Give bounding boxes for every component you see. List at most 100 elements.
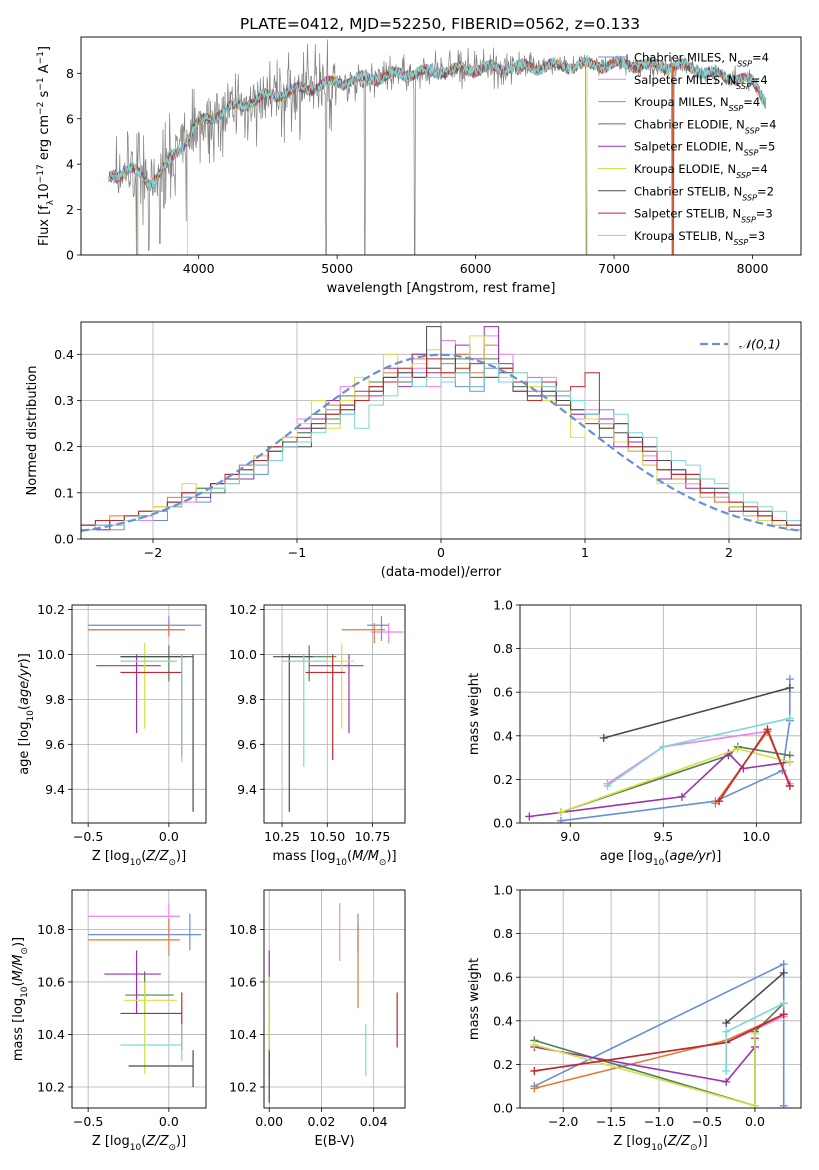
massweight-vs-Z-series-6: [725, 972, 785, 1024]
spectrum-model-line: [108, 55, 766, 192]
mass-vs-Z-xtick-label: −0.5: [73, 1114, 103, 1129]
mass-vs-Z-ylabel-part: M/M: [11, 955, 26, 982]
massweight-vs-age-series-5: [560, 748, 790, 813]
mass-vs-Z-ylabel: mass [log10(M/M⊙)]: [11, 937, 30, 1061]
age-vs-mass-xlabel-part: mass [log: [272, 849, 335, 864]
spectrum-ylabel-part: −17: [36, 164, 46, 183]
age-vs-mass-xlabel: mass [log10(M/M⊙)]: [272, 849, 396, 868]
mass-vs-EBV-xlabel: E(B-V): [314, 1134, 354, 1149]
age-vs-Z-xlabel-part: Z [log: [92, 849, 130, 864]
age-vs-Z-ylabel-part: (: [17, 705, 32, 710]
residuals-ytick-label: 0.4: [54, 347, 74, 362]
legend-label-part: Salpeter ELODIE, N: [634, 140, 744, 154]
spectrum-ticks: 4000 5000 6000 7000 8000 0 2 4 6 8: [66, 66, 768, 276]
massweight-vs-age-marker: [785, 757, 794, 766]
legend-label-sub: SSP: [737, 59, 752, 68]
legend-label-sub: SSP: [741, 215, 756, 224]
legend-label-part: Chabrier MILES, N: [634, 51, 737, 65]
residuals-ytick-label: 0.2: [54, 439, 74, 454]
massweight-vs-age-xlabel-part: age/yr: [669, 849, 712, 864]
spectrum-ylabel-part: −1: [36, 51, 46, 64]
massweight-vs-age-xlabel-part: age [log: [600, 849, 653, 864]
legend-label: Chabrier STELIB, NSSP=2: [634, 184, 774, 202]
massweight-vs-Z-marker: [779, 1010, 788, 1019]
massweight-vs-Z-xlabel-part: 10: [651, 1143, 663, 1153]
mass-vs-Z-xlabel-part: (: [141, 1134, 146, 1149]
spectrum-ylabel-part: A: [37, 64, 52, 77]
age-vs-Z-xlabel: Z [log10(Z/Z⊙)]: [92, 849, 186, 868]
age-vs-mass-ytick-label: 9.6: [237, 737, 257, 752]
residuals-xtick-label: 1: [581, 545, 589, 560]
massweight-vs-age-ytick-label: 0.0: [493, 816, 513, 831]
age-vs-mass-xlabel-part: (: [347, 849, 352, 864]
figure-title: PLATE=0412, MJD=52250, FIBERID=0562, z=0…: [240, 15, 640, 33]
massweight-vs-Z-xlabel: Z [log10(Z/Z⊙)]: [613, 1134, 707, 1153]
legend-label-part: =5: [758, 140, 775, 154]
massweight-vs-Z-xtick-label: −0.5: [692, 1114, 722, 1129]
age-vs-mass-xtick-label: 10.25: [264, 829, 300, 844]
residual-legend: 𝒩(0,1): [700, 337, 781, 352]
mass-vs-EBV-xtick-label: 0.04: [360, 1114, 388, 1129]
mass-vs-Z-ylabel-part: 10: [20, 986, 30, 998]
age-vs-mass-xlabel-part: ⊙: [379, 858, 387, 868]
legend-label: Kroupa STELIB, NSSP=3: [634, 229, 765, 247]
legend-label-part: Kroupa ELODIE, N: [634, 162, 736, 176]
massweight-vs-age-marker: [556, 808, 565, 817]
legend-label-part: Chabrier ELODIE, N: [634, 117, 745, 131]
age-vs-mass-ytick-label: 9.8: [237, 692, 257, 707]
mass-vs-EBV-ytick-label: 10.6: [229, 974, 257, 989]
massweight-vs-Z-panel: −2.0 −1.5 −1.0 −0.5 0.0 0.0 0.2 0.4 0.6 0.8 1.0 Z […: [467, 883, 802, 1153]
age-vs-mass-xlabel-part: M/M: [352, 849, 379, 864]
legend-label-part: =4: [751, 162, 768, 176]
age-vs-Z-ytick-label: 10.2: [37, 602, 65, 617]
mass-vs-EBV-ticks: 0.00 0.02 0.04 10.2 10.4 10.6 10.8: [229, 922, 387, 1129]
mass-vs-EBV-xtick-label: 0.00: [255, 1114, 283, 1129]
massweight-vs-Z-ytick-label: 0.4: [493, 1013, 513, 1028]
spectrum-ylabel-part: −1: [36, 77, 46, 90]
legend-label: Salpeter MILES, NSSP=4: [634, 73, 768, 91]
massweight-vs-age-grid: [520, 604, 801, 824]
legend-label-part: =4: [751, 73, 768, 87]
massweight-vs-age-marker: [599, 733, 608, 742]
residuals-xtick-label: −2: [144, 545, 162, 560]
age-vs-Z-ytick-label: 10.0: [37, 647, 65, 662]
massweight-vs-Z-xlabel-part: )]: [698, 1134, 708, 1149]
massweight-vs-age-ytick-label: 0.2: [493, 772, 513, 787]
age-vs-Z-ylabel: age [log10(age/yr)]: [17, 653, 36, 775]
massweight-vs-Z-ytick-label: 0.6: [493, 970, 513, 985]
residuals-ytick-label: 0.3: [54, 393, 74, 408]
age-vs-mass-ytick-label: 10.0: [229, 647, 257, 662]
residuals-xtick-label: −1: [288, 545, 306, 560]
legend-label-part: =4: [760, 117, 777, 131]
residuals-xlabel-part: (data-model)/error: [381, 565, 502, 580]
age-vs-Z-ytick-label: 9.4: [45, 782, 65, 797]
age-vs-mass-grid: [264, 605, 405, 823]
massweight-vs-Z-marker: [722, 1027, 731, 1036]
massweight-vs-age-marker: [785, 714, 794, 723]
age-vs-Z-ticks: −0.5 0.0 9.4 9.6 9.8 10.0 10.2: [37, 602, 179, 844]
age-vs-Z-ylabel-part: 10: [26, 710, 36, 722]
massweight-vs-Z-xlabel-part: ⊙: [690, 1143, 698, 1153]
mass-vs-EBV-ytick-label: 10.2: [229, 1079, 257, 1094]
legend-label-sub: SSP: [745, 126, 760, 135]
spectrum-ylabel-part: ]: [37, 46, 52, 51]
spectrum-ytick-label: 2: [66, 202, 74, 217]
residuals-ytick-label: 0.0: [54, 532, 74, 547]
massweight-vs-age-frame: [519, 604, 802, 824]
mass-vs-Z-ylabel-part: mass [log: [11, 998, 26, 1061]
massweight-vs-Z-ytick-label: 0.0: [493, 1101, 513, 1116]
massweight-vs-Z-xtick-label: 0.0: [745, 1114, 765, 1129]
legend-label-part: Chabrier STELIB, N: [634, 184, 742, 198]
age-vs-Z-plot-area: [88, 616, 202, 812]
massweight-vs-Z-marker: [779, 999, 788, 1008]
massweight-vs-age-xtick-label: 10.0: [742, 829, 770, 844]
age-vs-Z-ylabel-part: age [log: [17, 722, 32, 775]
residuals-xlabel: (data-model)/error: [381, 565, 502, 580]
massweight-vs-Z-frame: [519, 889, 802, 1109]
massweight-vs-Z-grid: [520, 889, 801, 1109]
massweight-vs-Z-xtick-label: −2.0: [548, 1114, 578, 1129]
massweight-vs-age-ytick-label: 0.4: [493, 728, 513, 743]
legend-label-part: =3: [748, 229, 765, 243]
residuals-plot-area: [81, 326, 801, 539]
